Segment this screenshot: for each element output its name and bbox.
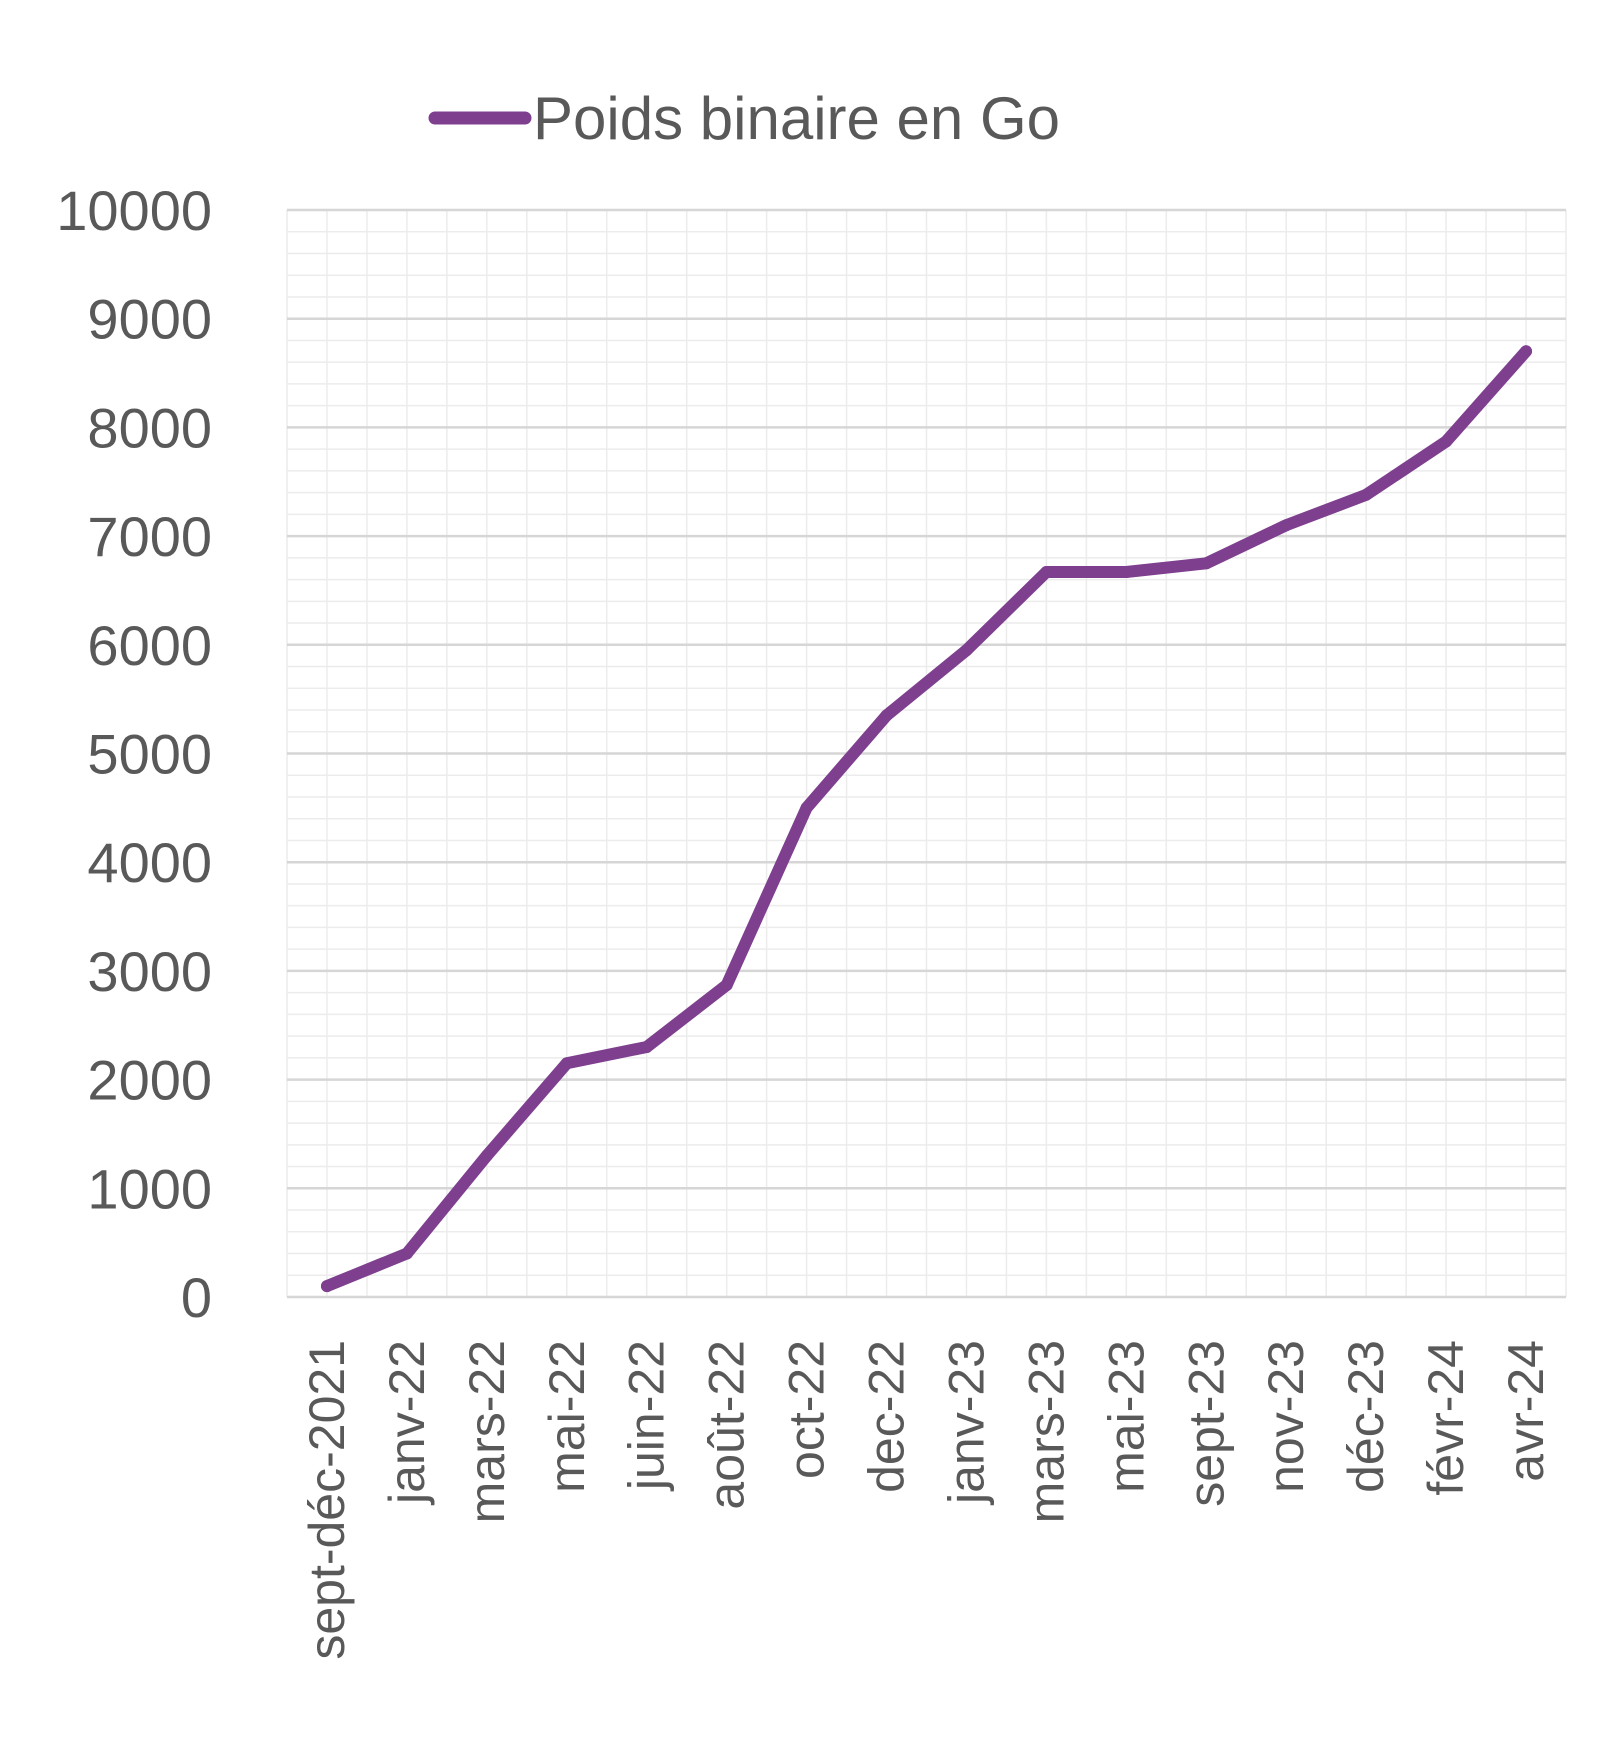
data-point	[640, 1040, 653, 1053]
y-tick-label: 9000	[87, 288, 212, 351]
x-tick-label: janv-23	[938, 1340, 994, 1506]
x-tick-label: mars-22	[459, 1340, 515, 1523]
data-point	[800, 801, 813, 814]
data-point	[1520, 345, 1533, 358]
x-tick-label: août-22	[699, 1340, 755, 1510]
y-axis-ticks: 0 1000 2000 3000 4000 5000 6000 7000 8000 9000 100…	[56, 179, 212, 1329]
x-axis-ticks: sept-déc-2021 janv-22 mars-22 mai-22 juin-22…	[299, 1340, 1554, 1660]
data-point	[1120, 565, 1133, 578]
data-point	[880, 709, 893, 722]
data-point	[1280, 519, 1293, 532]
data-point	[320, 1280, 333, 1293]
x-tick-label: juin-22	[619, 1340, 675, 1492]
x-tick-label: dec-22	[859, 1340, 915, 1493]
y-tick-label: 3000	[87, 940, 212, 1003]
x-tick-label: sept-déc-2021	[299, 1340, 355, 1660]
x-tick-label: févr-24	[1418, 1340, 1474, 1496]
x-tick-label: déc-23	[1338, 1340, 1394, 1493]
x-tick-label: nov-23	[1258, 1340, 1314, 1493]
x-tick-label: mars-23	[1018, 1340, 1074, 1523]
y-tick-label: 1000	[87, 1157, 212, 1220]
data-point	[400, 1247, 413, 1260]
data-point	[1040, 565, 1053, 578]
data-point	[1200, 557, 1213, 570]
x-tick-label: sept-23	[1178, 1340, 1234, 1507]
x-tick-label: oct-22	[779, 1340, 835, 1479]
y-tick-label: 4000	[87, 831, 212, 894]
x-tick-label: janv-22	[379, 1340, 435, 1506]
plot-area: 0 1000 2000 3000 4000 5000 6000 7000 8000 9000 100…	[56, 179, 1567, 1660]
y-tick-label: 8000	[87, 396, 212, 459]
data-point	[480, 1149, 493, 1162]
legend-label: Poids binaire en Go	[533, 85, 1060, 152]
series-line	[321, 345, 1532, 1293]
x-tick-label: avr-24	[1498, 1340, 1554, 1482]
data-point	[560, 1057, 573, 1070]
legend: Poids binaire en Go	[428, 85, 1060, 152]
major-grid	[287, 208, 1566, 1299]
data-point	[720, 979, 733, 992]
y-tick-label: 6000	[87, 614, 212, 677]
y-tick-label: 10000	[56, 179, 212, 242]
y-tick-label: 7000	[87, 505, 212, 568]
y-tick-label: 2000	[87, 1049, 212, 1112]
x-tick-label: mai-23	[1098, 1340, 1154, 1493]
data-point	[1440, 435, 1453, 448]
data-point	[1360, 488, 1373, 501]
series-layer	[320, 345, 1533, 1293]
data-point	[960, 644, 973, 657]
y-tick-label: 5000	[87, 723, 212, 786]
x-tick-label: mai-22	[539, 1340, 595, 1493]
y-tick-label: 0	[181, 1266, 212, 1329]
